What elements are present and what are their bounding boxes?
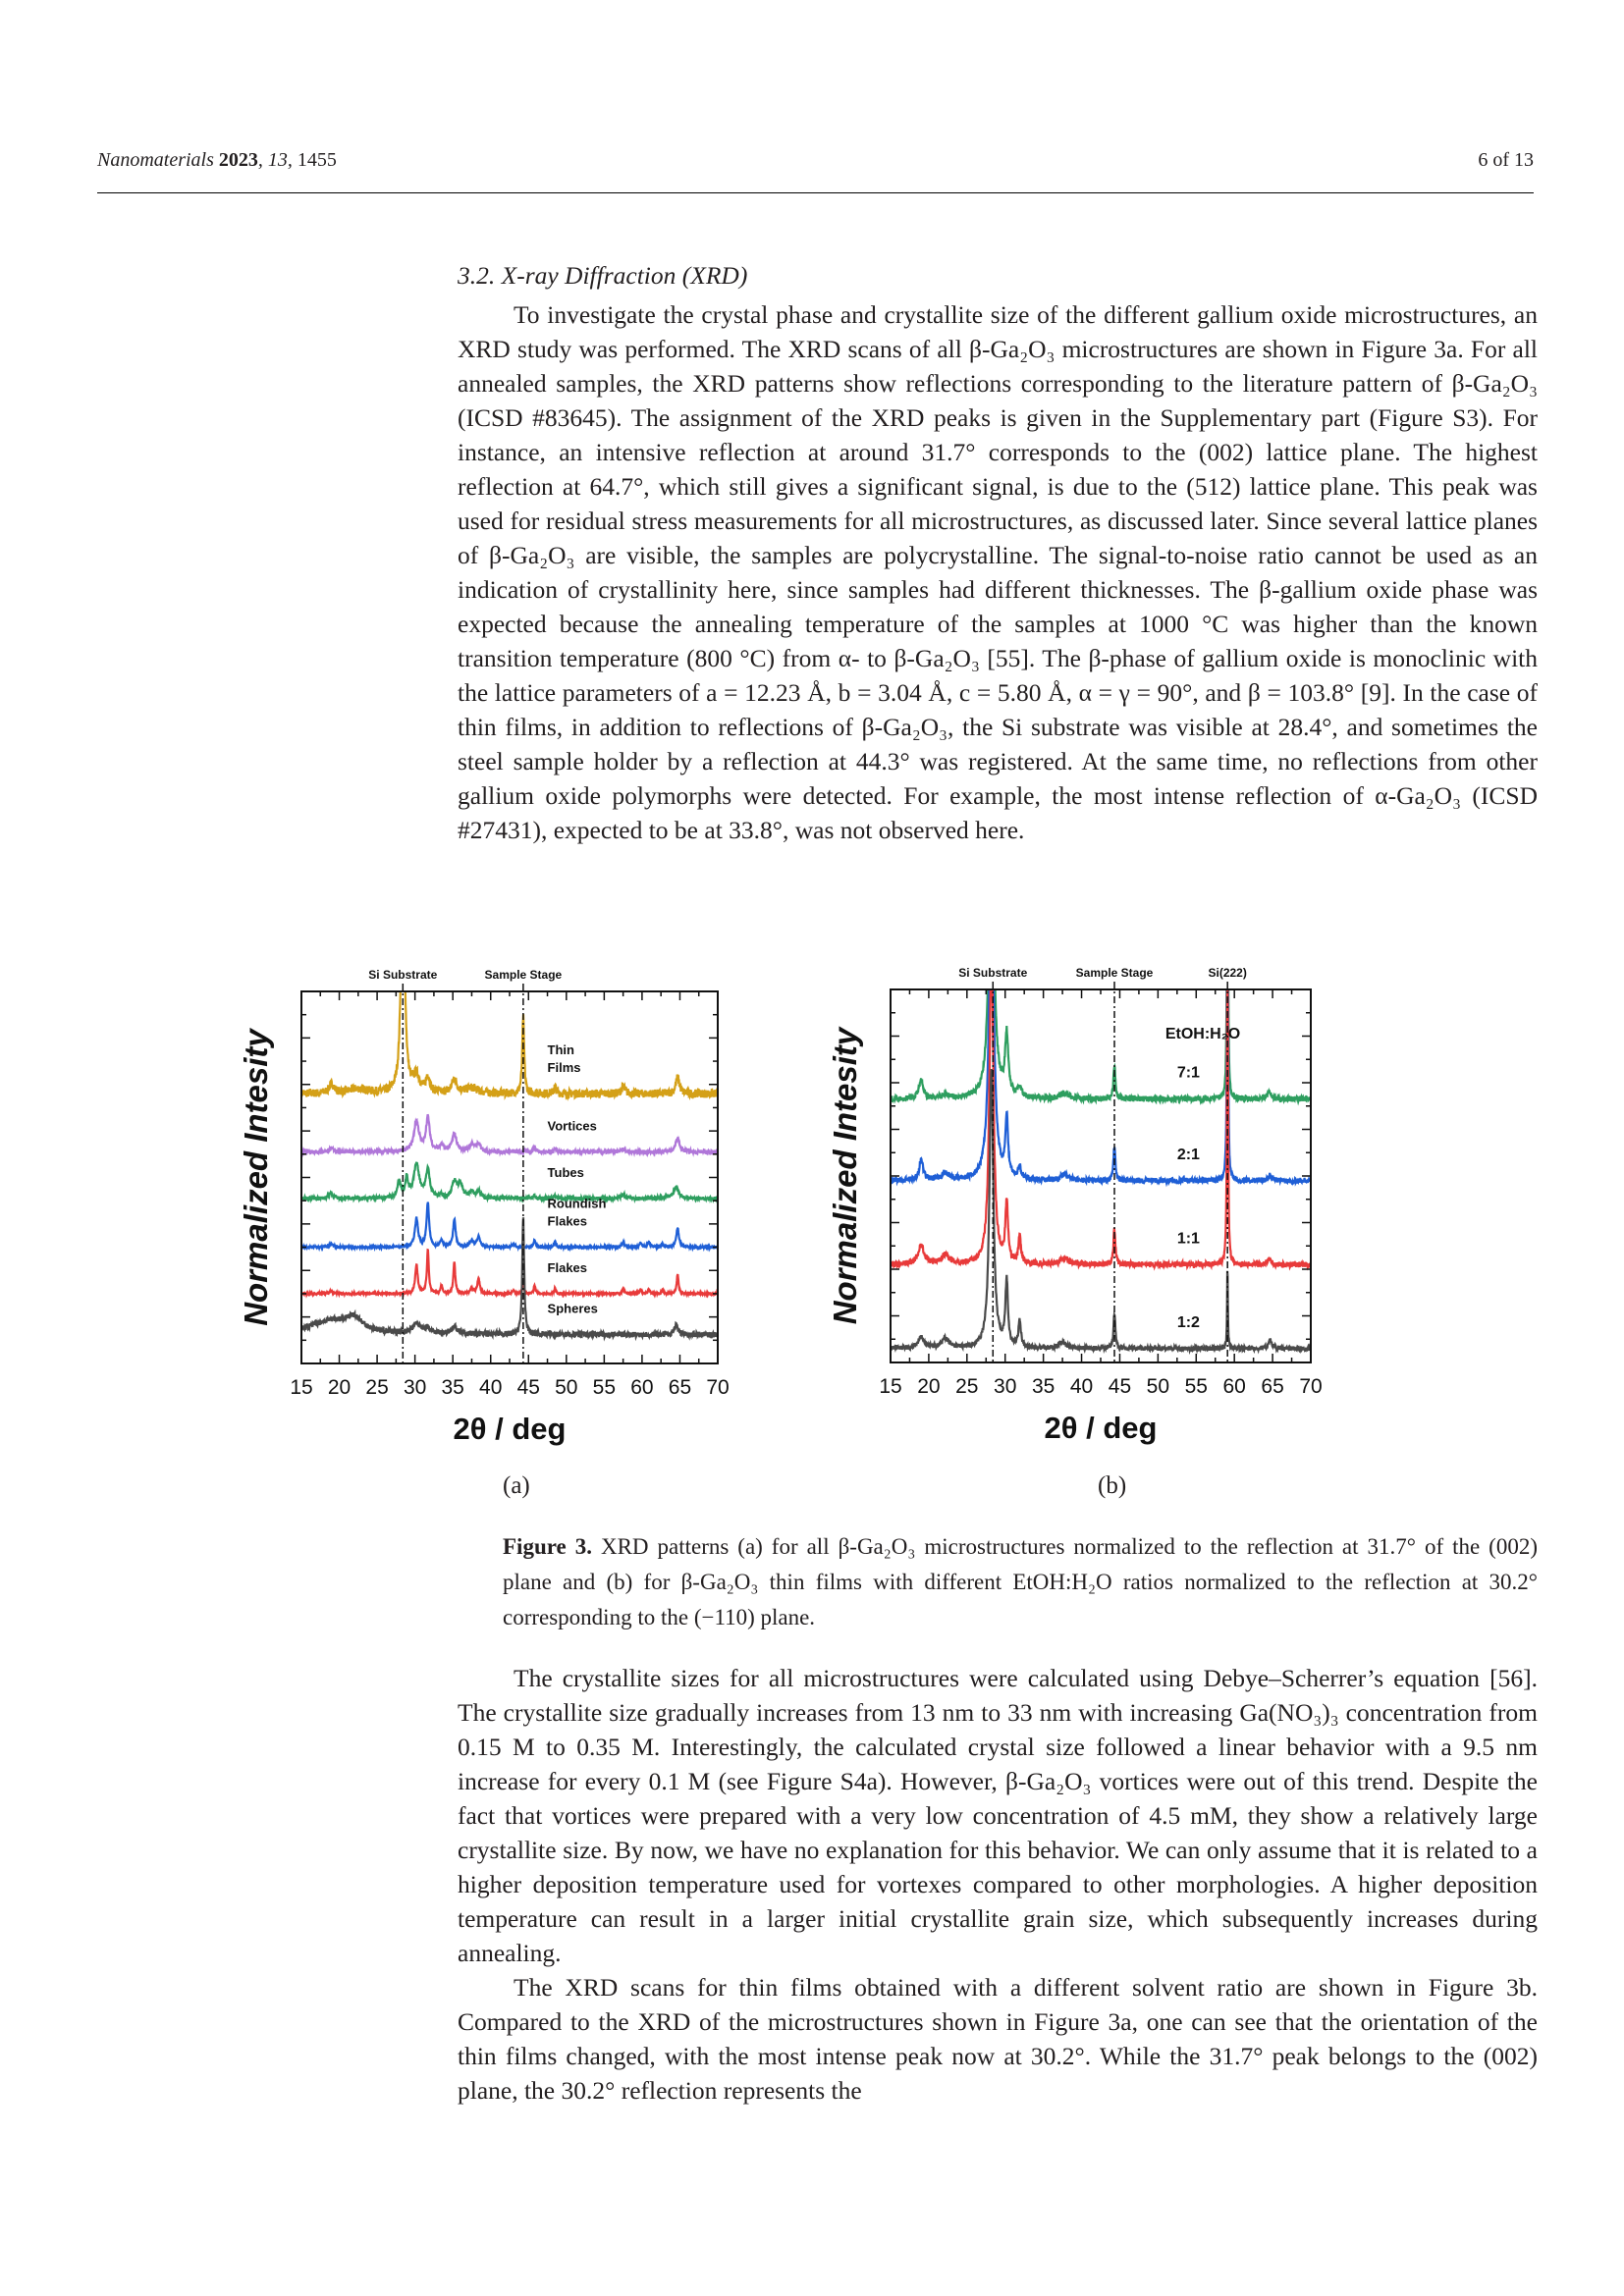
caption-text: XRD patterns (a) for all β-Ga₂O₃ microst…: [503, 1534, 1538, 1629]
x-tick-label: 40: [479, 1376, 502, 1399]
x-axis-title: 2θ / deg: [454, 1412, 567, 1446]
series-label: Roundish: [548, 1197, 607, 1211]
body-paragraph-2: The crystallite sizes for all microstruc…: [458, 1661, 1538, 2108]
x-tick-label: 20: [328, 1376, 351, 1399]
series-line-1-2: [891, 1069, 1311, 1356]
paragraph-text: The crystallite sizes for all microstruc…: [458, 1664, 1538, 1967]
legend-title: EtOH:H₂O: [1165, 1026, 1240, 1042]
x-tick-label: 35: [442, 1376, 464, 1399]
series-label: Spheres: [548, 1302, 598, 1316]
series-label: 1:1: [1177, 1230, 1200, 1247]
series-line-tubes: [301, 1161, 718, 1204]
x-tick-label: 40: [1070, 1375, 1093, 1398]
figure-caption: Figure 3. XRD patterns (a) for all β-Ga₂…: [503, 1529, 1538, 1635]
subfigure-label-b: (b): [1098, 1472, 1127, 1499]
series-label: Thin: [548, 1042, 574, 1057]
series-line-thin-films: [301, 991, 718, 1101]
x-tick-label: 30: [404, 1376, 426, 1399]
x-tick-label: 20: [917, 1375, 940, 1398]
x-tick-label: 50: [555, 1376, 577, 1399]
x-tick-label: 50: [1147, 1375, 1169, 1398]
chart-b: 7:1 2:1 1:1 1:2 EtOH:H₂O Si Substrate Sample S…: [827, 966, 1323, 1445]
series-label: 7:1: [1177, 1065, 1200, 1082]
series-label: Films: [548, 1060, 581, 1075]
x-axis-title: 2θ / deg: [1045, 1411, 1158, 1445]
series-line-flakes: [301, 1248, 718, 1299]
journal-year: 2023: [218, 149, 258, 171]
running-header-citation: Nanomaterials 2023, 13, 1455: [97, 149, 337, 171]
series-line-1-1: [891, 989, 1311, 1271]
series-line-2-1: [891, 989, 1311, 1188]
x-tick-label: 65: [669, 1376, 691, 1399]
x-tick-label: 55: [593, 1376, 616, 1399]
x-tick-label: 25: [955, 1375, 978, 1398]
section-title: 3.2. X-ray Diffraction (XRD): [458, 261, 748, 290]
series-line-7-1: [891, 989, 1311, 1106]
x-tick-label: 15: [879, 1375, 901, 1398]
reference-line-label: Sample Stage: [485, 968, 563, 982]
reference-line-label: Si Substrate: [368, 968, 437, 982]
series-line-roundish-flakes: [301, 1201, 718, 1253]
series-label: 1:2: [1177, 1314, 1200, 1331]
x-tick-label: 45: [1109, 1375, 1131, 1398]
reference-line-label: Si(222): [1208, 966, 1246, 980]
chart-a: Thin Films Vortices Tubes Roundish Flakes Flak…: [238, 968, 730, 1446]
y-axis-title: Normalized Intesity: [827, 1026, 863, 1324]
x-tick-label: 25: [365, 1376, 388, 1399]
y-axis-title: Normalized Intesity: [238, 1028, 274, 1326]
series-label: Vortices: [548, 1118, 597, 1133]
series-line-vortices: [301, 1113, 718, 1158]
reference-line-label: Si Substrate: [958, 966, 1027, 980]
header-rule: [97, 192, 1534, 193]
series-line-spheres: [301, 1217, 718, 1342]
figure-3: Thin Films Vortices Tubes Roundish Flakes Flak…: [238, 966, 1323, 1446]
plot-frame: [300, 990, 719, 1364]
x-tick-label: 30: [994, 1375, 1016, 1398]
x-tick-label: 15: [290, 1376, 312, 1399]
x-tick-label: 70: [706, 1376, 729, 1399]
x-tick-label: 70: [1299, 1375, 1322, 1398]
series-label: 2:1: [1177, 1147, 1200, 1163]
reference-line-label: Sample Stage: [1076, 966, 1154, 980]
subfigure-label-a: (a): [503, 1472, 530, 1499]
x-tick-label: 35: [1032, 1375, 1055, 1398]
journal-volume: 13: [267, 149, 288, 171]
article-number: 1455: [297, 149, 337, 171]
series-label: Flakes: [548, 1260, 587, 1275]
series-label: Tubes: [548, 1165, 584, 1180]
x-tick-label: 60: [630, 1376, 653, 1399]
page-number: 6 of 13: [1478, 149, 1534, 171]
x-tick-label: 55: [1185, 1375, 1208, 1398]
journal-name: Nanomaterials: [97, 149, 214, 171]
caption-label: Figure 3.: [503, 1534, 592, 1559]
x-tick-label: 65: [1261, 1375, 1283, 1398]
paragraph-text: To investigate the crystal phase and cry…: [458, 300, 1538, 844]
paragraph-text: The XRD scans for thin films obtained wi…: [458, 1973, 1538, 2105]
x-tick-label: 45: [517, 1376, 540, 1399]
body-paragraph-1: To investigate the crystal phase and cry…: [458, 297, 1538, 847]
series-label: Flakes: [548, 1214, 587, 1229]
x-tick-label: 60: [1223, 1375, 1246, 1398]
